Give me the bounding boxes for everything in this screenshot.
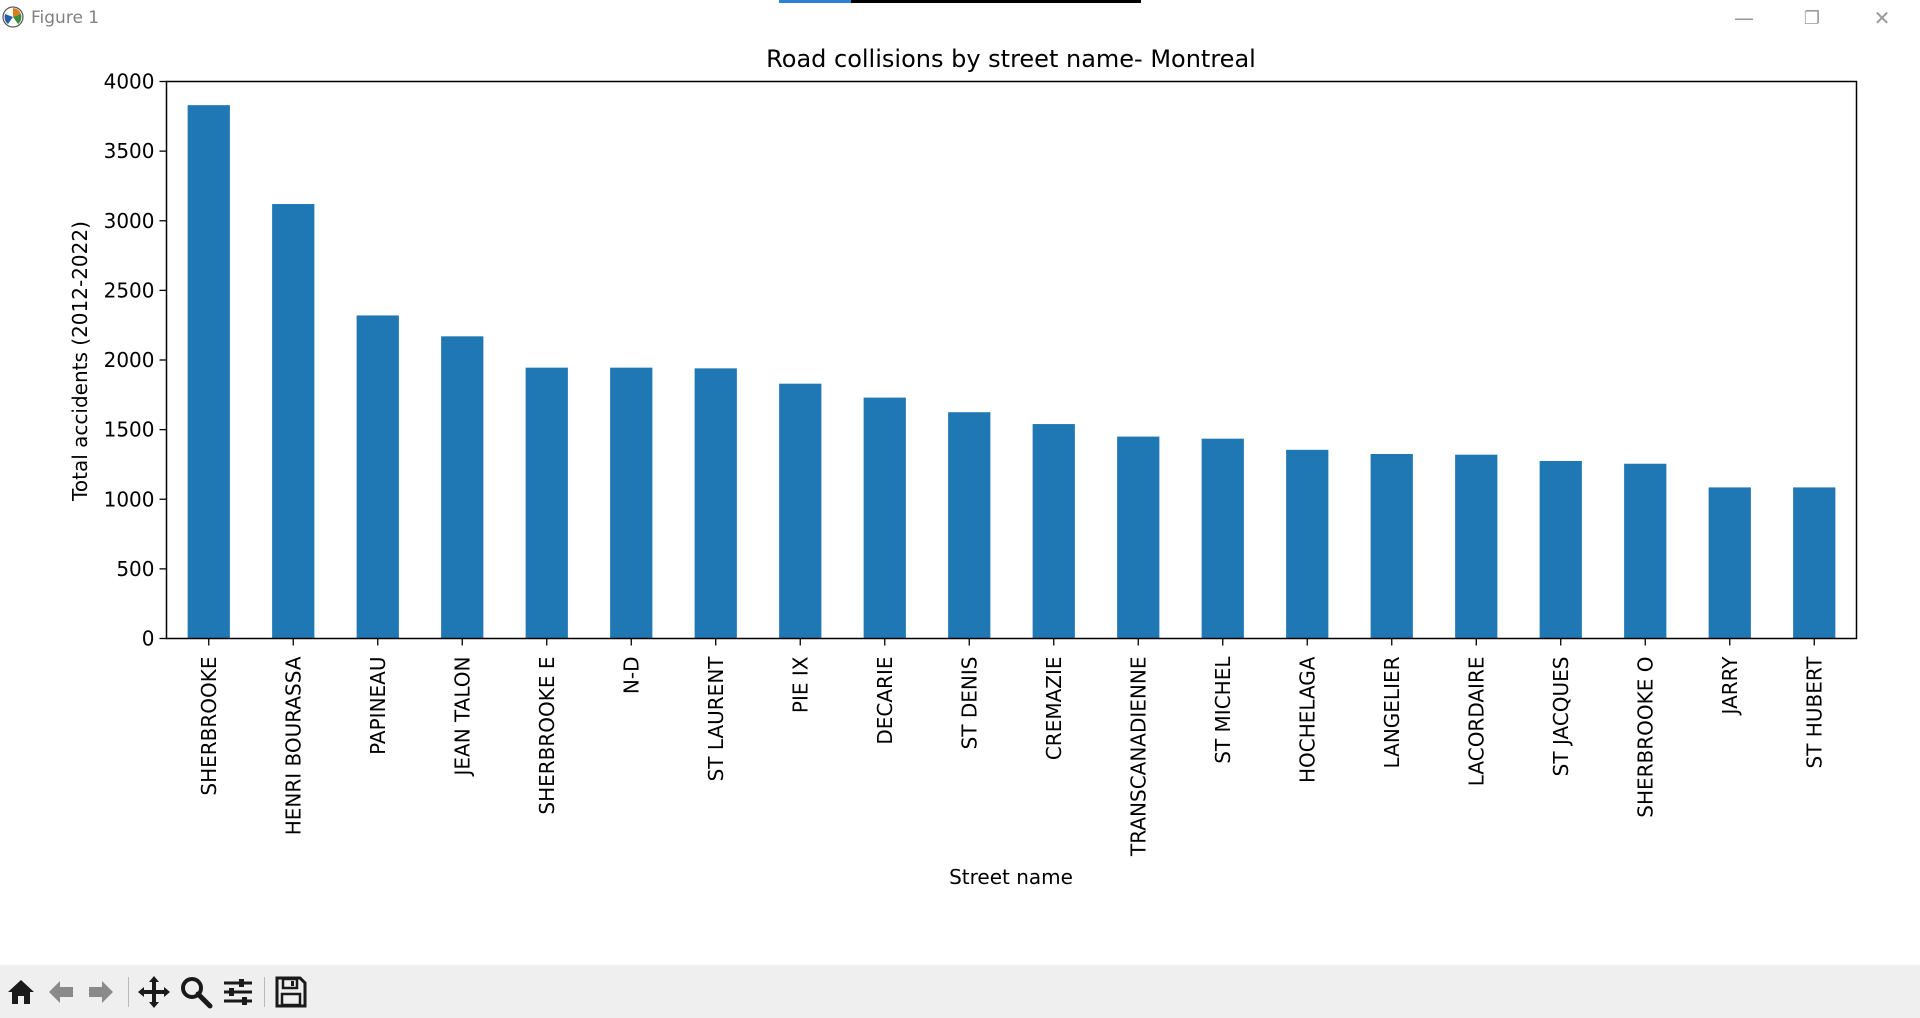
bar-st-michel: [1201, 438, 1244, 639]
back-arrow-icon: [49, 981, 73, 1003]
tab-strip-active-indicator: [779, 0, 851, 3]
x-tick-label: LACORDAIRE: [1464, 657, 1488, 787]
bar-papineau: [356, 315, 399, 639]
bar-sherbrooke-o: [1624, 463, 1667, 639]
forward-button[interactable]: [82, 973, 120, 1011]
configure-subplots-button[interactable]: [219, 973, 257, 1011]
x-tick-label: ST HUBERT: [1802, 656, 1826, 769]
figure-app-icon: [2, 6, 24, 28]
bar-st-laurent: [694, 368, 737, 639]
bar-st-hubert: [1793, 487, 1836, 639]
bar-cremazie: [1032, 424, 1075, 639]
back-button[interactable]: [42, 973, 80, 1011]
x-axis: SHERBROOKE HENRI BOURASSA PAPINEAU JEAN TAL…: [197, 638, 1826, 857]
bar-lacordaire: [1455, 454, 1498, 639]
x-tick-label: ST JACQUES: [1549, 657, 1573, 777]
x-tick-label: DECARIE: [873, 657, 897, 745]
x-tick-label: JEAN TALON: [450, 657, 474, 778]
bar-jarry: [1708, 487, 1751, 639]
home-icon: [8, 980, 34, 1004]
x-tick-label: CREMAZIE: [1042, 657, 1066, 761]
restore-icon: ❐: [1803, 7, 1821, 29]
y-tick-label: 4000: [104, 70, 155, 94]
restore-button[interactable]: ❐: [1780, 0, 1844, 36]
pan-button[interactable]: [135, 973, 173, 1011]
bar-st-jacques: [1539, 460, 1582, 639]
x-tick-label: SHERBROOKE E: [535, 657, 559, 815]
plot-frame: [165, 80, 1858, 640]
navigation-toolbar: [0, 965, 1920, 1018]
toolbar-separator: [128, 977, 129, 1007]
y-tick-label: 0: [142, 627, 155, 651]
bar-henri-bourassa: [272, 204, 315, 639]
y-tick-label: 3000: [104, 209, 155, 233]
x-tick-label: SHERBROOKE O: [1633, 657, 1657, 818]
zoom-icon: [181, 977, 213, 1009]
x-tick-label: PAPINEAU: [366, 657, 390, 755]
x-tick-label: ST DENIS: [957, 657, 981, 750]
x-tick-label: HOCHELAGA: [1295, 656, 1319, 783]
y-tick-label: 2500: [104, 278, 155, 302]
x-tick-label: JARRY: [1718, 656, 1742, 717]
home-button[interactable]: [2, 973, 40, 1011]
y-tick-label: 3500: [104, 139, 155, 163]
window-title: Figure 1: [31, 8, 100, 28]
y-tick-label: 500: [116, 557, 154, 581]
y-axis: 0 500 1000 1500 2000 2500 3000 3500 4000: [104, 70, 167, 651]
x-tick-label: ST LAURENT: [704, 656, 728, 782]
bar-st-denis: [948, 412, 991, 639]
y-tick-label: 1000: [104, 487, 155, 511]
bar-sherbrooke-e: [525, 367, 568, 639]
x-tick-label: TRANSCANADIENNE: [1126, 657, 1150, 857]
x-tick-label: HENRI BOURASSA: [281, 656, 305, 835]
bar-transcanadienne: [1117, 436, 1160, 639]
close-icon: ✕: [1873, 6, 1891, 30]
bar-n-d: [610, 367, 653, 639]
bar-chart: Road collisions by street name- Montreal…: [68, 45, 1858, 889]
minimize-icon: —: [1734, 6, 1754, 30]
bar-sherbrooke: [187, 105, 230, 639]
chart-title: Road collisions by street name- Montreal: [766, 45, 1256, 73]
x-axis-label: Street name: [949, 865, 1073, 889]
x-tick-label: ST MICHEL: [1211, 656, 1235, 764]
close-button[interactable]: ✕: [1850, 0, 1914, 36]
x-tick-label: PIE IX: [788, 656, 812, 713]
save-icon: [275, 976, 307, 1008]
bar-pie-ix: [779, 383, 822, 639]
bar-hochelaga: [1286, 449, 1329, 639]
save-button[interactable]: [272, 973, 310, 1011]
x-tick-label: N-D: [619, 657, 643, 695]
tab-strip: [779, 0, 1141, 3]
minimize-button[interactable]: —: [1712, 0, 1776, 36]
configure-subplots-icon: [224, 979, 252, 1005]
title-bar: Figure 1 — ❐ ✕: [0, 0, 1920, 36]
forward-arrow-icon: [89, 981, 113, 1003]
bar-jean-talon: [441, 336, 484, 639]
toolbar-separator: [264, 977, 265, 1007]
x-tick-label: SHERBROOKE: [197, 657, 221, 796]
pan-icon: [138, 976, 170, 1008]
bar-decarie: [863, 397, 906, 639]
y-axis-label: Total accidents (2012-2022): [68, 221, 92, 502]
y-tick-label: 2000: [104, 348, 155, 372]
bar-langelier: [1370, 453, 1413, 639]
y-tick-label: 1500: [104, 418, 155, 442]
bars-layer: [187, 105, 1836, 639]
zoom-button[interactable]: [177, 973, 215, 1011]
x-tick-label: LANGELIER: [1380, 656, 1404, 768]
